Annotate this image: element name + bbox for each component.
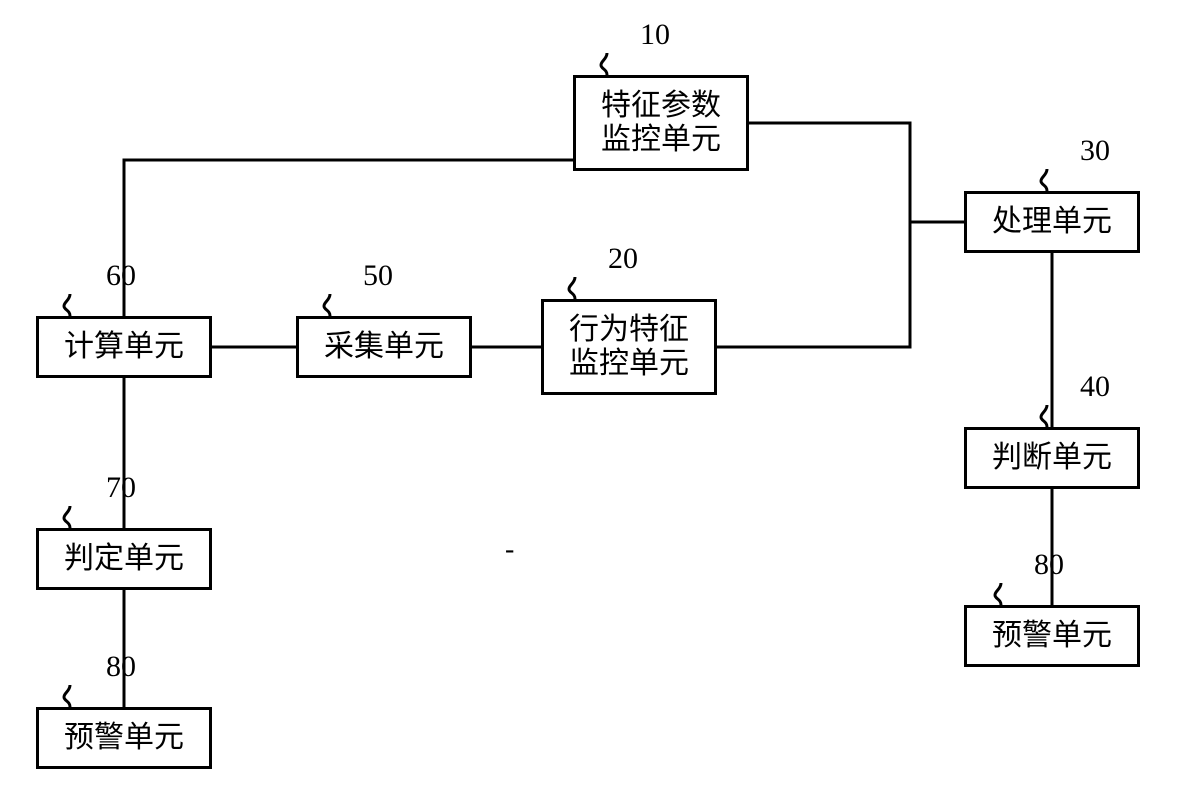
node-warning-unit-left: 预警单元: [36, 707, 212, 769]
node-label: 预警单元: [64, 721, 184, 756]
ref-number-30: 30: [1080, 134, 1110, 168]
node-behavior-feature-monitor: 行为特征监控单元: [541, 299, 717, 395]
leadline-tick: [59, 294, 81, 316]
ref-number-80-left: 80: [106, 650, 136, 684]
node-warning-unit-right: 预警单元: [964, 605, 1140, 667]
leadline-tick: [59, 506, 81, 528]
node-calculation-unit: 计算单元: [36, 316, 212, 378]
node-label: 采集单元: [324, 330, 444, 365]
ref-number-70: 70: [106, 471, 136, 505]
node-label: 判断单元: [992, 441, 1112, 476]
leadline-tick: [59, 685, 81, 707]
diagram-canvas: 特征参数监控单元 行为特征监控单元 处理单元 判断单元 采集单元 计算单元 判定…: [0, 0, 1183, 808]
node-label: 判定单元: [64, 542, 184, 577]
node-processing-unit: 处理单元: [964, 191, 1140, 253]
ref-number-40: 40: [1080, 370, 1110, 404]
ref-number-20: 20: [608, 242, 638, 276]
leadline-tick: [564, 277, 586, 299]
ref-number-50: 50: [363, 259, 393, 293]
ref-number-60: 60: [106, 259, 136, 293]
leadline-tick: [596, 53, 618, 75]
leadline-tick: [990, 583, 1012, 605]
node-determination-unit: 判定单元: [36, 528, 212, 590]
node-label: 特征参数监控单元: [601, 89, 721, 158]
ref-number-10: 10: [640, 18, 670, 52]
node-judgment-unit: 判断单元: [964, 427, 1140, 489]
stray-dash-mark: -: [505, 534, 514, 566]
node-collection-unit: 采集单元: [296, 316, 472, 378]
leadline-tick: [319, 294, 341, 316]
leadline-tick: [1036, 169, 1058, 191]
node-label: 预警单元: [992, 619, 1112, 654]
node-feature-param-monitor: 特征参数监控单元: [573, 75, 749, 171]
leadline-tick: [1036, 405, 1058, 427]
node-label: 计算单元: [64, 330, 184, 365]
ref-number-80-right: 80: [1034, 548, 1064, 582]
node-label: 处理单元: [992, 205, 1112, 240]
node-label: 行为特征监控单元: [569, 313, 689, 382]
